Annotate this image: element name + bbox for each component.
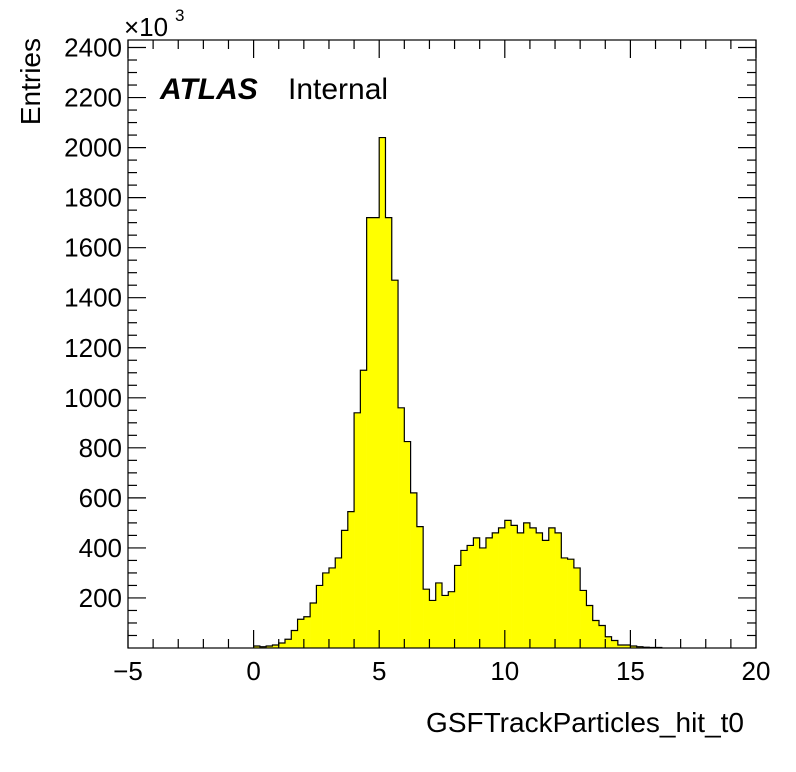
histogram-bin [398, 407, 405, 648]
histogram-bin [253, 645, 261, 648]
histogram-bin [473, 537, 480, 648]
histogram-outline [253, 136, 663, 649]
histogram-bin [322, 572, 330, 648]
histogram-bin [592, 620, 600, 648]
histogram-bin [580, 590, 587, 648]
histogram-bin [429, 600, 437, 648]
histogram-bin [297, 619, 305, 648]
histogram-bars [253, 137, 663, 648]
y-tick-label: 1800 [64, 183, 122, 213]
histogram-bin [435, 582, 443, 648]
histogram-bin [448, 591, 455, 648]
histogram-bin [385, 217, 393, 648]
y-tick-label: 1600 [64, 233, 122, 263]
histogram-bin [599, 625, 606, 648]
atlas-label-experiment: ATLAS [159, 73, 258, 106]
histogram-bin [548, 527, 556, 648]
histogram-bin [523, 522, 531, 648]
histogram-bin [586, 605, 594, 648]
x-tick-label: −5 [113, 656, 143, 686]
histogram-bin [561, 557, 568, 648]
histogram-bin [404, 441, 411, 648]
histogram-bin [460, 550, 468, 648]
y-tick-label: 600 [79, 483, 122, 513]
y-tick-label: 2400 [64, 33, 122, 63]
histogram-bin [410, 492, 418, 648]
histogram-bin [504, 520, 512, 648]
histogram-bin [542, 540, 550, 648]
x-tick-label: 5 [372, 656, 386, 686]
histogram-bin [630, 645, 637, 648]
y-axis-tick-labels: 200 400 600 800 1000 1200 1400 1600 1800 2000 2200… [64, 33, 122, 613]
histogram-bin [360, 370, 367, 648]
histogram-bin [442, 595, 449, 648]
histogram-bin [272, 644, 280, 648]
histogram-bin [366, 217, 374, 648]
histogram-bin [303, 616, 311, 648]
histogram-bin [310, 602, 317, 648]
x-tick-label: 20 [742, 656, 771, 686]
histogram-bin [492, 532, 499, 648]
multiplier-exponent: 3 [175, 6, 184, 25]
x-tick-label: 0 [246, 656, 260, 686]
histogram-bin [605, 636, 612, 648]
histogram-bin [511, 525, 518, 648]
y-tick-label: 1200 [64, 333, 122, 363]
histogram-bin [498, 527, 506, 648]
histogram-bin [617, 644, 625, 648]
histogram-bin [341, 530, 349, 648]
histogram-bin [316, 585, 323, 648]
histogram-bin [479, 547, 487, 648]
y-tick-label: 2000 [64, 133, 122, 163]
histogram-bin [467, 545, 474, 648]
x-axis-tick-labels: −5 0 5 10 15 20 [113, 656, 770, 686]
multiplier-base: ×10 [124, 12, 168, 42]
histogram-bin [529, 527, 537, 648]
y-axis-title: Entries [15, 38, 46, 125]
y-tick-label: 2200 [64, 83, 122, 113]
histogram-bin [624, 644, 631, 648]
histogram-bin [636, 646, 644, 648]
histogram-bin [354, 412, 361, 648]
histogram-bin [328, 567, 336, 648]
histogram-bin [278, 642, 286, 648]
histogram-bin [567, 559, 575, 648]
histogram-bin [573, 567, 581, 648]
histogram-bin [454, 565, 462, 648]
histogram-bin [485, 537, 493, 648]
x-axis-ticks [127, 40, 757, 648]
atlas-label-status: Internal [288, 73, 388, 106]
histogram-bin [259, 646, 267, 648]
y-axis-ticks [128, 46, 756, 637]
histogram-bin [266, 645, 273, 648]
histogram-bin [291, 630, 298, 648]
histogram-bin [372, 217, 380, 648]
histogram-bin [285, 639, 292, 648]
plot-frame [127, 39, 757, 649]
y-tick-label: 1000 [64, 383, 122, 413]
histogram-bin [536, 532, 543, 648]
histogram-bin [555, 532, 562, 648]
histogram-bin [347, 511, 355, 648]
x-axis-title: GSFTrackParticles_hit_t0 [426, 707, 744, 738]
atlas-label: ATLAS Internal [159, 73, 388, 106]
histogram-bin [517, 532, 524, 648]
x-tick-label: 15 [616, 656, 645, 686]
histogram-bin [423, 589, 430, 648]
y-tick-label: 200 [79, 583, 122, 613]
histogram-bin [391, 280, 399, 648]
y-tick-label: 800 [79, 433, 122, 463]
y-axis-multiplier: ×10 3 [124, 6, 184, 42]
y-tick-label: 1400 [64, 283, 122, 313]
histogram-bin [416, 526, 424, 648]
histogram-bin [379, 137, 386, 648]
histogram-bin [611, 640, 619, 648]
y-tick-label: 400 [79, 533, 122, 563]
histogram-bin [335, 557, 342, 648]
x-tick-label: 10 [490, 656, 519, 686]
